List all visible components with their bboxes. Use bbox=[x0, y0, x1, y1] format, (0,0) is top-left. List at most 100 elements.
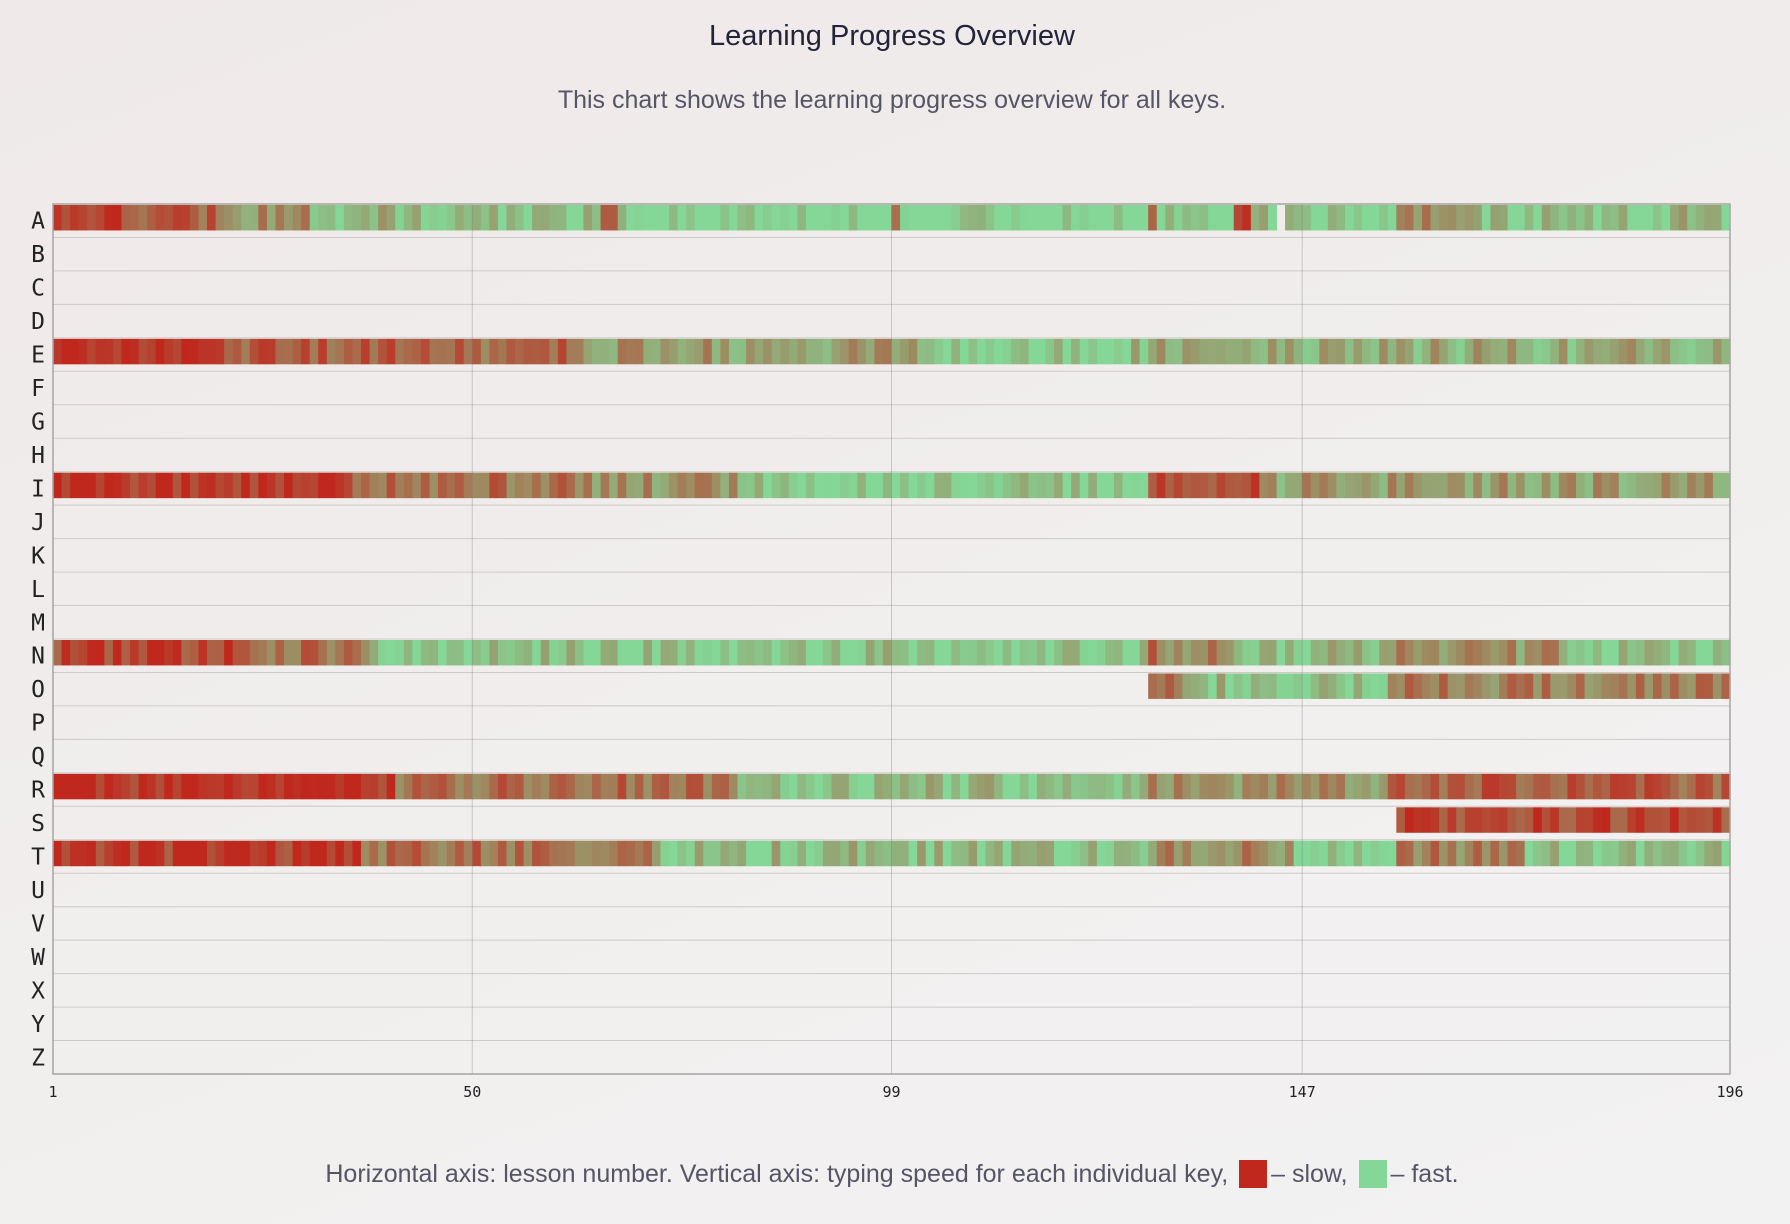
heat-cell-o bbox=[1379, 673, 1389, 699]
heat-cell-t bbox=[429, 840, 439, 867]
heat-cell-n bbox=[669, 640, 679, 666]
heat-cell-a bbox=[1259, 205, 1269, 231]
heat-cell-t bbox=[1019, 840, 1029, 867]
heat-cell-e bbox=[737, 338, 747, 365]
heat-cell-n bbox=[1088, 640, 1098, 666]
heat-cell-n bbox=[1430, 640, 1440, 666]
heat-cell-r bbox=[403, 773, 413, 800]
heat-cell-n bbox=[224, 640, 234, 666]
heat-cell-o bbox=[1336, 673, 1346, 699]
heat-cell-n bbox=[1464, 640, 1474, 666]
heat-cell-i bbox=[1421, 472, 1432, 499]
heat-cell-e bbox=[951, 338, 961, 365]
heat-cell-e bbox=[215, 338, 225, 365]
heat-cell-r bbox=[412, 773, 422, 800]
x-tick-label: 147 bbox=[1289, 1083, 1316, 1101]
heat-cell-r bbox=[1276, 773, 1286, 800]
heat-cell-e bbox=[823, 338, 833, 365]
heat-cell-n bbox=[985, 640, 995, 666]
heat-cell-t bbox=[1635, 840, 1646, 867]
heat-cell-r bbox=[1481, 773, 1492, 800]
heat-cell-n bbox=[172, 640, 182, 666]
heat-cell-e bbox=[1704, 338, 1714, 365]
heat-cell-t bbox=[857, 840, 867, 867]
heat-cell-a bbox=[1285, 205, 1295, 231]
heat-cell-n bbox=[53, 640, 63, 666]
heat-cell-t bbox=[1644, 840, 1654, 867]
heat-cell-r bbox=[1011, 773, 1021, 800]
heat-cell-i bbox=[908, 472, 918, 499]
heat-cell-e bbox=[266, 338, 277, 365]
heat-cell-n bbox=[70, 640, 80, 666]
heat-cell-i bbox=[61, 472, 71, 499]
heat-cell-e bbox=[1584, 338, 1594, 365]
heat-cell-o bbox=[1233, 673, 1243, 699]
heat-cell-n bbox=[386, 640, 396, 666]
heat-cell-a bbox=[241, 205, 251, 231]
heat-cell-t bbox=[1165, 840, 1175, 867]
heat-cell-a bbox=[70, 205, 80, 231]
heat-cell-t bbox=[275, 840, 285, 867]
heat-cell-i bbox=[386, 472, 396, 499]
y-tick-label: H bbox=[31, 443, 45, 469]
heat-cell-t bbox=[386, 840, 396, 867]
y-tick-label: E bbox=[31, 343, 45, 369]
heat-cell-r bbox=[1079, 773, 1089, 800]
heat-cell-e bbox=[1413, 338, 1423, 365]
heat-cell-t bbox=[1558, 840, 1569, 867]
heat-cell-r bbox=[1208, 773, 1218, 800]
heat-cell-r bbox=[1105, 773, 1115, 800]
heat-cell-a bbox=[1113, 205, 1124, 231]
heat-cell-t bbox=[797, 840, 807, 867]
heat-cell-o bbox=[1250, 673, 1261, 699]
heat-cell-r bbox=[728, 773, 739, 800]
heat-cell-i bbox=[361, 472, 371, 499]
heat-cell-a bbox=[823, 205, 833, 231]
heat-cell-r bbox=[1062, 773, 1072, 800]
heat-cell-r bbox=[326, 773, 336, 800]
heat-cell-a bbox=[1541, 205, 1551, 231]
heat-cell-n bbox=[1173, 640, 1184, 666]
heat-cell-n bbox=[112, 640, 123, 666]
heat-cell-i bbox=[95, 472, 105, 499]
heat-cell-o bbox=[1524, 673, 1534, 699]
heat-cell-e bbox=[805, 338, 816, 365]
heat-cell-i bbox=[1687, 472, 1697, 499]
heat-cell-r bbox=[1661, 773, 1671, 800]
heat-cell-r bbox=[814, 773, 824, 800]
heat-cell-t bbox=[891, 840, 901, 867]
heat-cell-a bbox=[934, 205, 944, 231]
heat-cell-s bbox=[1430, 807, 1440, 833]
slow-color-swatch bbox=[1239, 1160, 1268, 1188]
heat-cell-r bbox=[617, 773, 627, 800]
heat-cell-a bbox=[155, 205, 165, 231]
heat-cell-n bbox=[1387, 640, 1397, 666]
heat-cell-i bbox=[574, 472, 585, 499]
heat-cell-o bbox=[1601, 673, 1611, 699]
heat-cell-e bbox=[241, 338, 251, 365]
heat-cell-t bbox=[1139, 840, 1149, 867]
heat-cell-i bbox=[326, 472, 336, 499]
heat-cell-t bbox=[1225, 840, 1235, 867]
heat-cell-a bbox=[266, 205, 277, 231]
heat-cell-n bbox=[523, 640, 533, 666]
heat-cell-e bbox=[497, 338, 508, 365]
heat-cell-t bbox=[172, 840, 182, 867]
heat-cell-n bbox=[1259, 640, 1269, 666]
heat-cell-t bbox=[1002, 840, 1012, 867]
heat-cell-r bbox=[754, 773, 764, 800]
heat-cell-t bbox=[1550, 840, 1560, 867]
heat-cell-t bbox=[600, 840, 610, 867]
heat-cell-n bbox=[626, 640, 636, 666]
heat-cell-n bbox=[566, 640, 576, 666]
heat-cell-a bbox=[172, 205, 182, 231]
heat-cell-i bbox=[942, 472, 952, 499]
heat-cell-r bbox=[1464, 773, 1474, 800]
heat-cell-n bbox=[1610, 640, 1620, 666]
heat-cell-t bbox=[61, 840, 71, 867]
heat-cell-r bbox=[1396, 773, 1406, 800]
heat-cell-a bbox=[215, 205, 225, 231]
heat-cell-t bbox=[1310, 840, 1320, 867]
heat-cell-a bbox=[1079, 205, 1089, 231]
heat-cell-a bbox=[378, 205, 388, 231]
